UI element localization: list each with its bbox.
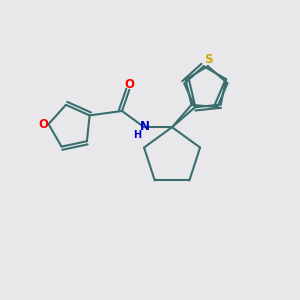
Text: O: O — [124, 78, 134, 91]
Text: S: S — [204, 53, 213, 66]
Text: O: O — [38, 118, 48, 130]
Text: N: N — [140, 119, 150, 133]
Text: H: H — [134, 130, 142, 140]
